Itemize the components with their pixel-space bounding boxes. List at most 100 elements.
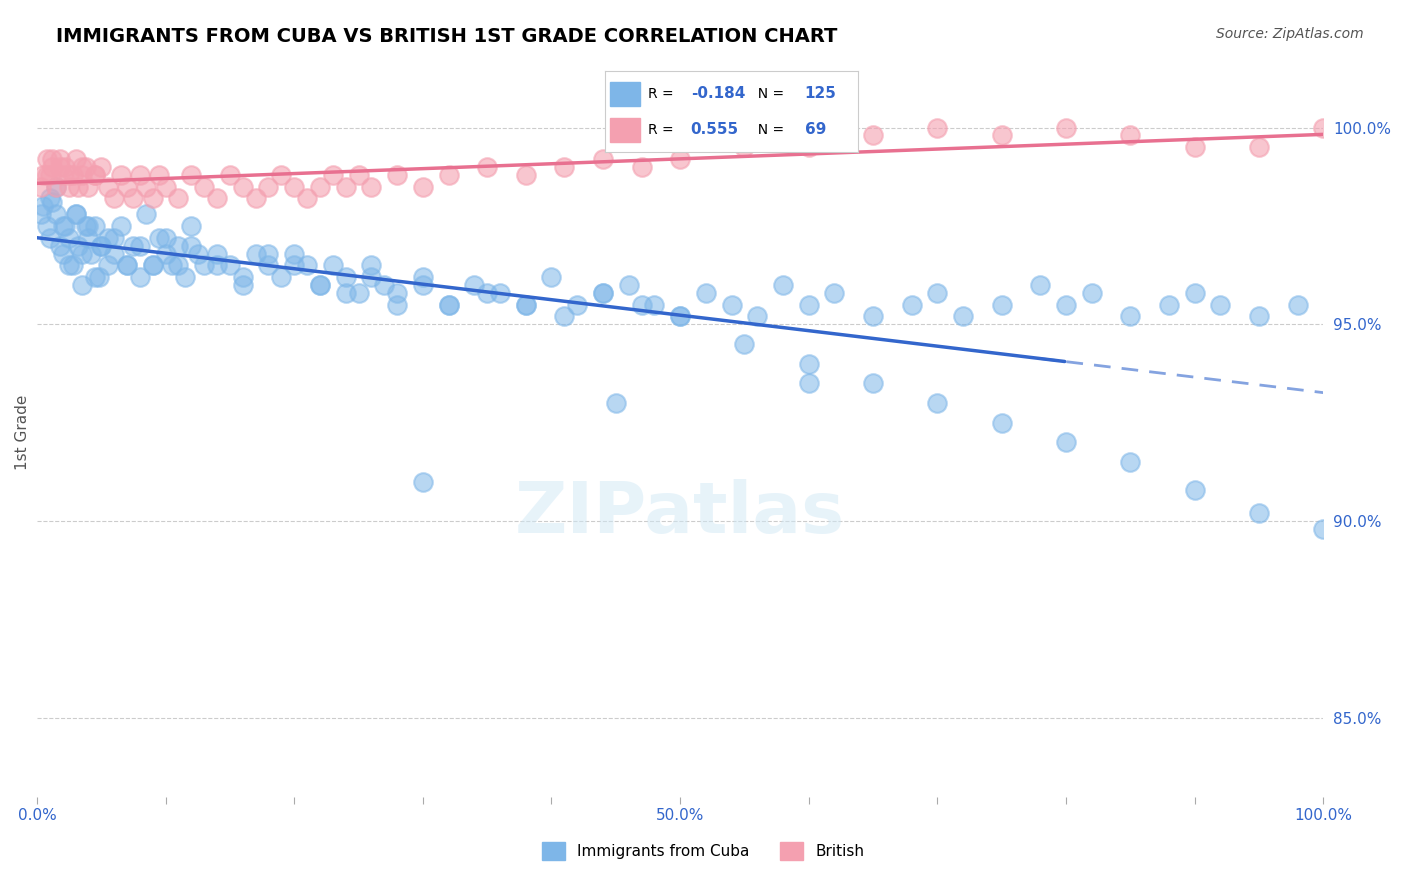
Point xyxy=(927,396,949,410)
Point xyxy=(45,207,67,221)
Point xyxy=(142,258,165,272)
Point xyxy=(385,285,408,300)
Point xyxy=(772,278,794,293)
Point xyxy=(1184,483,1206,497)
Point xyxy=(900,298,922,312)
Point xyxy=(115,179,138,194)
Point xyxy=(110,168,132,182)
Point xyxy=(41,160,63,174)
Point xyxy=(475,285,498,300)
Point xyxy=(437,298,460,312)
Point xyxy=(385,298,408,312)
Point xyxy=(173,270,195,285)
Point xyxy=(1054,435,1077,450)
Point xyxy=(605,396,627,410)
Point xyxy=(38,231,60,245)
Point xyxy=(135,179,157,194)
Text: 69: 69 xyxy=(804,122,825,137)
Legend: Immigrants from Cuba, British: Immigrants from Cuba, British xyxy=(536,836,870,866)
Point xyxy=(87,270,110,285)
Point xyxy=(83,270,105,285)
Point xyxy=(70,160,93,174)
Point xyxy=(630,298,652,312)
Point xyxy=(142,191,165,205)
Point xyxy=(990,128,1012,143)
Point xyxy=(58,179,80,194)
Point xyxy=(122,238,145,252)
FancyBboxPatch shape xyxy=(610,82,640,106)
Point xyxy=(30,179,52,194)
Point xyxy=(32,199,55,213)
Point xyxy=(1247,506,1270,520)
Point xyxy=(295,191,318,205)
Point xyxy=(75,160,97,174)
Point xyxy=(322,258,344,272)
Point xyxy=(37,219,59,233)
Point xyxy=(797,140,820,154)
Text: IMMIGRANTS FROM CUBA VS BRITISH 1ST GRADE CORRELATION CHART: IMMIGRANTS FROM CUBA VS BRITISH 1ST GRAD… xyxy=(56,27,838,45)
Point xyxy=(553,310,575,324)
Point xyxy=(115,258,138,272)
Point xyxy=(115,258,138,272)
Point xyxy=(232,270,254,285)
Text: N =: N = xyxy=(749,87,789,101)
Point xyxy=(193,179,215,194)
Point xyxy=(90,160,112,174)
Point xyxy=(475,160,498,174)
Point xyxy=(1247,140,1270,154)
Point xyxy=(62,168,84,182)
Point xyxy=(90,238,112,252)
Point xyxy=(67,238,90,252)
Point xyxy=(515,298,537,312)
Point xyxy=(49,160,72,174)
Point xyxy=(1080,285,1102,300)
Point xyxy=(65,207,87,221)
Point xyxy=(205,258,228,272)
Point xyxy=(283,258,305,272)
Text: Source: ZipAtlas.com: Source: ZipAtlas.com xyxy=(1216,27,1364,41)
Point xyxy=(219,258,242,272)
Point xyxy=(77,179,100,194)
Point xyxy=(65,152,87,166)
Point xyxy=(83,168,105,182)
Point xyxy=(38,191,60,205)
Point xyxy=(1184,285,1206,300)
Point xyxy=(49,152,72,166)
Point xyxy=(97,258,120,272)
Point xyxy=(797,298,820,312)
Point xyxy=(927,285,949,300)
Point xyxy=(110,219,132,233)
Point xyxy=(245,246,267,260)
Point xyxy=(990,298,1012,312)
Point xyxy=(148,168,170,182)
Text: N =: N = xyxy=(749,123,789,137)
Point xyxy=(1119,455,1142,469)
Point xyxy=(385,168,408,182)
Point xyxy=(180,219,202,233)
Point xyxy=(77,231,100,245)
Point xyxy=(58,231,80,245)
Point xyxy=(437,168,460,182)
Point xyxy=(862,310,884,324)
Point xyxy=(45,179,67,194)
Point xyxy=(205,246,228,260)
Point xyxy=(283,179,305,194)
Point xyxy=(257,179,280,194)
Point xyxy=(747,310,769,324)
Point xyxy=(245,191,267,205)
Point xyxy=(733,140,755,154)
Point xyxy=(797,376,820,391)
Point xyxy=(309,179,332,194)
Point xyxy=(489,285,512,300)
Point xyxy=(41,152,63,166)
Point xyxy=(257,246,280,260)
Point xyxy=(70,168,93,182)
Point xyxy=(70,246,93,260)
Point xyxy=(1312,120,1334,135)
Point xyxy=(669,310,692,324)
Text: 0.555: 0.555 xyxy=(690,122,738,137)
Y-axis label: 1st Grade: 1st Grade xyxy=(15,395,30,470)
Point xyxy=(335,285,357,300)
Point xyxy=(412,179,434,194)
Point xyxy=(669,310,692,324)
